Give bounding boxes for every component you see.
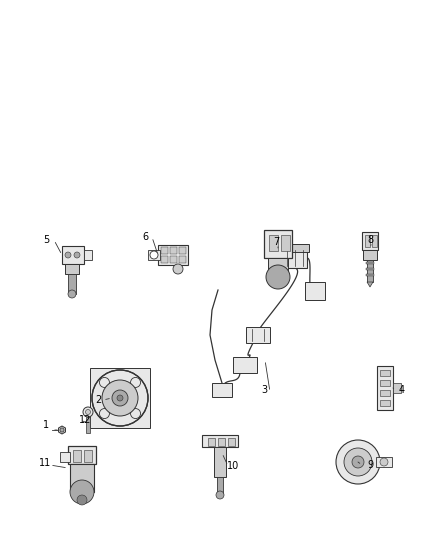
Circle shape — [60, 428, 64, 432]
Bar — [366, 262, 374, 264]
Circle shape — [85, 409, 91, 415]
Circle shape — [99, 377, 110, 387]
Bar — [202, 435, 238, 447]
Bar — [365, 235, 370, 247]
Bar — [228, 438, 235, 446]
Bar — [305, 282, 325, 300]
Bar — [161, 256, 168, 263]
Bar — [84, 250, 92, 260]
Circle shape — [83, 407, 93, 417]
Bar — [208, 438, 215, 446]
Bar — [362, 232, 378, 250]
Text: 9: 9 — [367, 460, 373, 470]
Circle shape — [99, 409, 110, 418]
Bar — [179, 256, 186, 263]
Bar — [376, 457, 392, 467]
Bar — [62, 246, 84, 264]
Circle shape — [68, 290, 76, 298]
Bar — [380, 400, 390, 406]
Bar — [269, 235, 278, 251]
Bar — [380, 380, 390, 386]
Text: 8: 8 — [367, 235, 373, 245]
Circle shape — [112, 390, 128, 406]
Text: 5: 5 — [43, 235, 49, 245]
Circle shape — [77, 495, 87, 505]
Polygon shape — [367, 282, 373, 287]
Circle shape — [344, 448, 372, 476]
Bar — [366, 268, 374, 270]
Bar — [380, 370, 390, 376]
Bar — [161, 247, 168, 254]
Bar — [393, 383, 401, 393]
Circle shape — [336, 440, 380, 484]
Bar — [84, 450, 92, 462]
Bar — [170, 256, 177, 263]
Polygon shape — [59, 426, 65, 434]
Bar — [65, 264, 79, 274]
Bar — [179, 247, 186, 254]
Text: 7: 7 — [273, 237, 279, 247]
Bar — [283, 248, 307, 268]
Circle shape — [92, 370, 148, 426]
Circle shape — [216, 491, 224, 499]
Bar — [246, 327, 270, 343]
Bar — [218, 438, 225, 446]
Circle shape — [380, 458, 388, 466]
Bar — [380, 390, 390, 396]
Bar — [217, 477, 223, 495]
Text: 11: 11 — [39, 458, 51, 468]
Text: 6: 6 — [142, 232, 148, 242]
Circle shape — [173, 264, 183, 274]
Bar — [212, 383, 232, 397]
Circle shape — [65, 252, 71, 258]
Bar — [70, 464, 94, 492]
Bar — [68, 446, 96, 464]
Circle shape — [352, 456, 364, 468]
Bar — [170, 247, 177, 254]
Bar — [363, 250, 377, 260]
Bar — [372, 235, 377, 247]
Circle shape — [74, 252, 80, 258]
Bar — [90, 368, 150, 428]
Bar — [214, 447, 226, 477]
Bar — [264, 230, 292, 258]
Bar — [158, 245, 188, 265]
Text: 4: 4 — [399, 385, 405, 395]
Text: 12: 12 — [79, 415, 91, 425]
Circle shape — [150, 251, 158, 259]
Bar — [281, 244, 309, 252]
Bar — [377, 366, 393, 410]
Circle shape — [117, 395, 123, 401]
Bar — [281, 235, 290, 251]
Text: 3: 3 — [261, 385, 267, 395]
Bar — [86, 417, 90, 433]
Circle shape — [102, 380, 138, 416]
Circle shape — [266, 265, 290, 289]
Bar — [68, 274, 76, 294]
Circle shape — [131, 409, 141, 418]
Bar — [73, 450, 81, 462]
Text: 10: 10 — [227, 461, 239, 471]
Bar — [367, 260, 373, 282]
Bar — [60, 452, 70, 462]
Circle shape — [70, 480, 94, 504]
Bar — [366, 274, 374, 276]
Text: 1: 1 — [43, 420, 49, 430]
Bar — [268, 258, 288, 273]
Bar — [233, 357, 257, 373]
Bar — [148, 250, 160, 260]
Circle shape — [131, 377, 141, 387]
Text: 2: 2 — [95, 395, 101, 405]
